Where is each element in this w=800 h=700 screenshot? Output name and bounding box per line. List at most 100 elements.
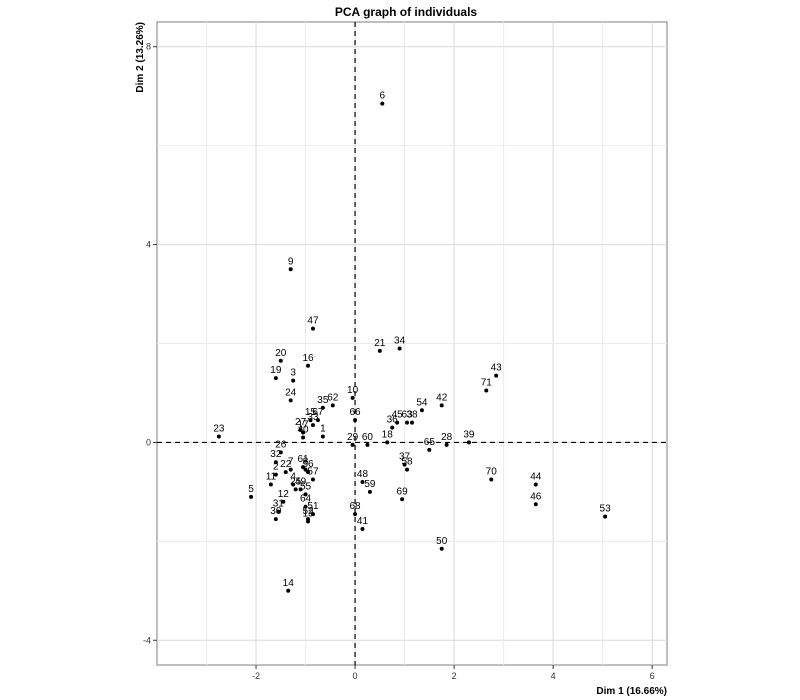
data-point-35 — [320, 405, 325, 410]
point-label-4: 4 — [290, 471, 296, 482]
point-label-69: 69 — [397, 486, 409, 497]
point-label-3: 3 — [290, 368, 296, 379]
point-label-67: 67 — [312, 407, 324, 418]
point-label-50: 50 — [436, 536, 448, 547]
data-point-45 — [395, 420, 400, 425]
data-point-11 — [268, 482, 273, 487]
point-label-54: 54 — [416, 397, 428, 408]
point-label-64: 64 — [300, 494, 312, 505]
data-point-57 — [310, 477, 315, 482]
point-label-48: 48 — [357, 469, 369, 480]
point-label-28: 28 — [441, 432, 453, 443]
point-label-26: 26 — [275, 439, 287, 450]
y-tick-label: -4 — [143, 635, 151, 645]
point-label-43: 43 — [491, 363, 503, 374]
point-label-7: 7 — [288, 457, 294, 468]
y-tick-label: 4 — [146, 240, 151, 250]
point-label-62: 62 — [327, 392, 339, 403]
x-tick-label: 0 — [353, 671, 358, 681]
data-point-49 — [298, 487, 303, 492]
point-label-46: 46 — [530, 491, 542, 502]
data-point-53 — [603, 514, 608, 519]
point-label-24: 24 — [285, 387, 297, 398]
x-tick-label: 2 — [452, 671, 457, 681]
point-label-6: 6 — [380, 91, 386, 102]
point-label-8: 8 — [303, 457, 309, 468]
point-label-34: 34 — [394, 335, 406, 346]
data-point-39 — [466, 440, 471, 445]
data-point-9 — [288, 267, 293, 272]
reference-lines — [157, 22, 667, 665]
point-label-29: 29 — [347, 432, 359, 443]
data-point-51 — [310, 512, 315, 517]
point-label-66: 66 — [349, 407, 361, 418]
data-point-67 — [315, 418, 320, 423]
point-label-12: 12 — [278, 489, 290, 500]
point-label-61: 61 — [298, 454, 310, 465]
data-point-25 — [293, 487, 298, 492]
point-label-42: 42 — [436, 392, 448, 403]
point-label-40: 40 — [298, 424, 310, 435]
point-label-52: 52 — [302, 506, 314, 517]
data-point-17 — [301, 430, 306, 435]
x-tick-label: 4 — [551, 671, 556, 681]
data-point-2 — [273, 472, 278, 477]
data-point-27 — [298, 428, 303, 433]
data-point-62 — [330, 403, 335, 408]
point-label-22: 22 — [280, 459, 292, 470]
x-tick-label: -2 — [252, 671, 260, 681]
point-label-51: 51 — [307, 501, 319, 512]
data-point-1 — [320, 434, 325, 439]
point-label-59: 59 — [364, 479, 376, 490]
data-point-54 — [419, 408, 424, 413]
point-label-17: 17 — [298, 420, 310, 431]
point-label-1: 1 — [320, 423, 326, 434]
point-label-9: 9 — [288, 256, 294, 267]
point-label-31: 31 — [273, 499, 285, 510]
point-label-16: 16 — [302, 353, 314, 364]
point-label-70: 70 — [486, 467, 498, 478]
point-label-49: 49 — [295, 476, 307, 487]
point-label-19: 19 — [270, 365, 282, 376]
y-axis-title: Dim 2 (13.26%) — [135, 22, 146, 93]
data-point-66 — [353, 418, 358, 423]
point-label-56: 56 — [302, 459, 314, 470]
point-label-71: 71 — [481, 377, 493, 388]
data-point-30 — [273, 517, 278, 522]
data-point-64 — [303, 504, 308, 509]
point-label-25: 25 — [290, 476, 302, 487]
data-point-41 — [360, 526, 365, 531]
data-point-32 — [273, 460, 278, 465]
chart-title: PCA graph of individuals — [335, 5, 478, 19]
point-label-37: 37 — [399, 452, 411, 463]
data-point-10 — [350, 395, 355, 400]
point-label-14: 14 — [283, 578, 295, 589]
point-label-23: 23 — [213, 423, 225, 434]
point-label-47: 47 — [307, 316, 319, 327]
data-point-38 — [410, 420, 414, 425]
point-label-13: 13 — [302, 509, 314, 520]
data-point-69 — [400, 497, 405, 502]
point-label-55: 55 — [300, 481, 312, 492]
point-label-15: 15 — [305, 407, 317, 418]
data-point-60 — [365, 442, 370, 447]
data-point-24 — [288, 398, 293, 403]
data-point-65 — [427, 447, 432, 452]
data-point-63 — [405, 420, 410, 425]
point-label-65: 65 — [424, 437, 436, 448]
data-point-3 — [291, 378, 296, 383]
data-point-20 — [278, 358, 283, 363]
point-label-57: 57 — [307, 467, 319, 478]
point-label-41: 41 — [357, 516, 369, 527]
point-label-38: 38 — [406, 410, 418, 421]
data-point-56 — [306, 470, 311, 475]
point-label-20: 20 — [275, 348, 287, 359]
data-point-29 — [350, 442, 355, 447]
data-point-28 — [444, 442, 449, 447]
x-tick-label: 6 — [650, 671, 655, 681]
point-label-5: 5 — [248, 484, 254, 495]
point-label-36: 36 — [387, 415, 399, 426]
